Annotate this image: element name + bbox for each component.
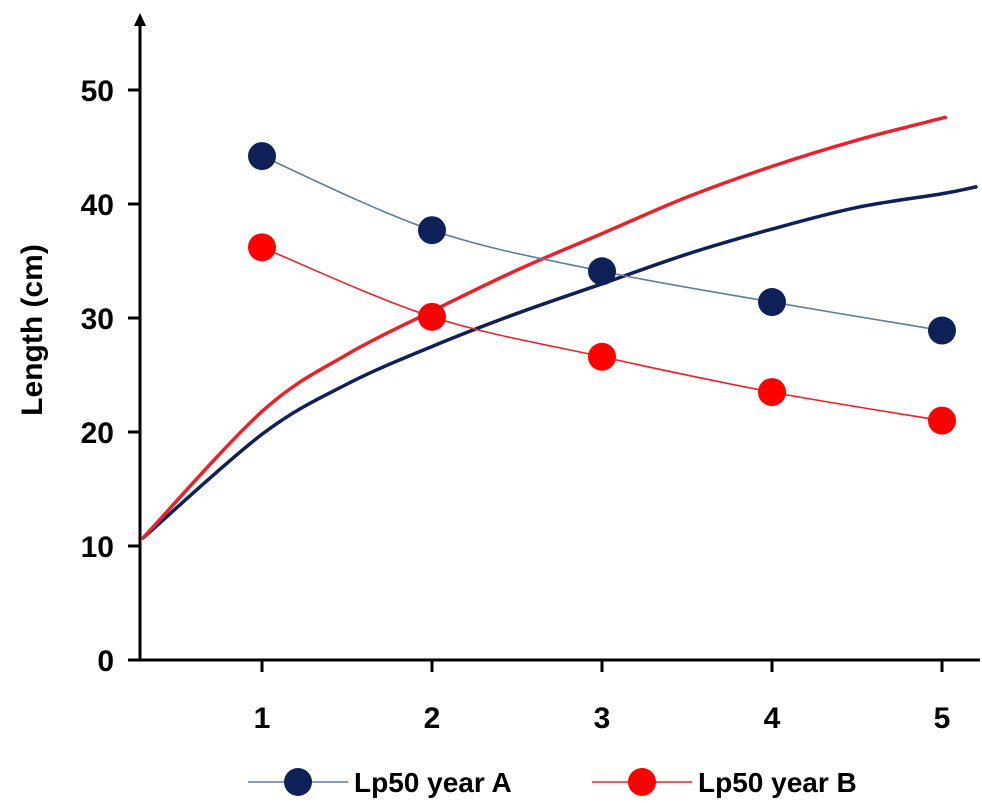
- legend: Lp50 year A Lp50 year B: [248, 767, 857, 798]
- series-a: [248, 142, 956, 345]
- y-tick-label: 50: [81, 75, 114, 108]
- data-point: [758, 288, 786, 317]
- data-point: [588, 257, 616, 286]
- y-axis-title: Length (cm): [16, 244, 49, 416]
- legend-label: Lp50 year A: [354, 767, 512, 798]
- data-point: [928, 406, 956, 435]
- series-layer: [248, 142, 956, 435]
- data-point: [418, 302, 446, 331]
- y-tick-label: 40: [81, 189, 114, 222]
- data-point: [418, 216, 446, 245]
- axes: 0 10 20 30 40 50 1 2 3 4 5: [81, 13, 980, 735]
- x-tick-label: 3: [594, 702, 611, 735]
- y-tick-label: 0: [97, 645, 114, 678]
- x-tick-label: 4: [764, 702, 781, 735]
- x-tick-label: 5: [934, 702, 951, 735]
- legend-entry: Lp50 year A: [248, 767, 512, 798]
- growth-curves: [141, 115, 978, 540]
- legend-entry: Lp50 year B: [592, 767, 857, 798]
- growth-curve-line: [141, 185, 978, 540]
- data-point: [248, 142, 276, 171]
- growth-curve-line: [141, 115, 948, 540]
- y-tick-label: 20: [81, 417, 114, 450]
- x-tick-label: 2: [424, 702, 441, 735]
- y-tick-label: 10: [81, 531, 114, 564]
- legend-marker: [284, 768, 312, 796]
- y-axis-arrow: [134, 13, 146, 26]
- data-point: [928, 316, 956, 345]
- data-point: [248, 233, 276, 262]
- series-b: [248, 233, 956, 435]
- legend-label: Lp50 year B: [698, 767, 857, 798]
- series-line: [261, 155, 943, 332]
- legend-marker: [628, 768, 656, 796]
- x-tick-label: 1: [254, 702, 271, 735]
- y-tick-label: 30: [81, 303, 114, 336]
- data-point: [758, 378, 786, 407]
- data-point: [588, 342, 616, 371]
